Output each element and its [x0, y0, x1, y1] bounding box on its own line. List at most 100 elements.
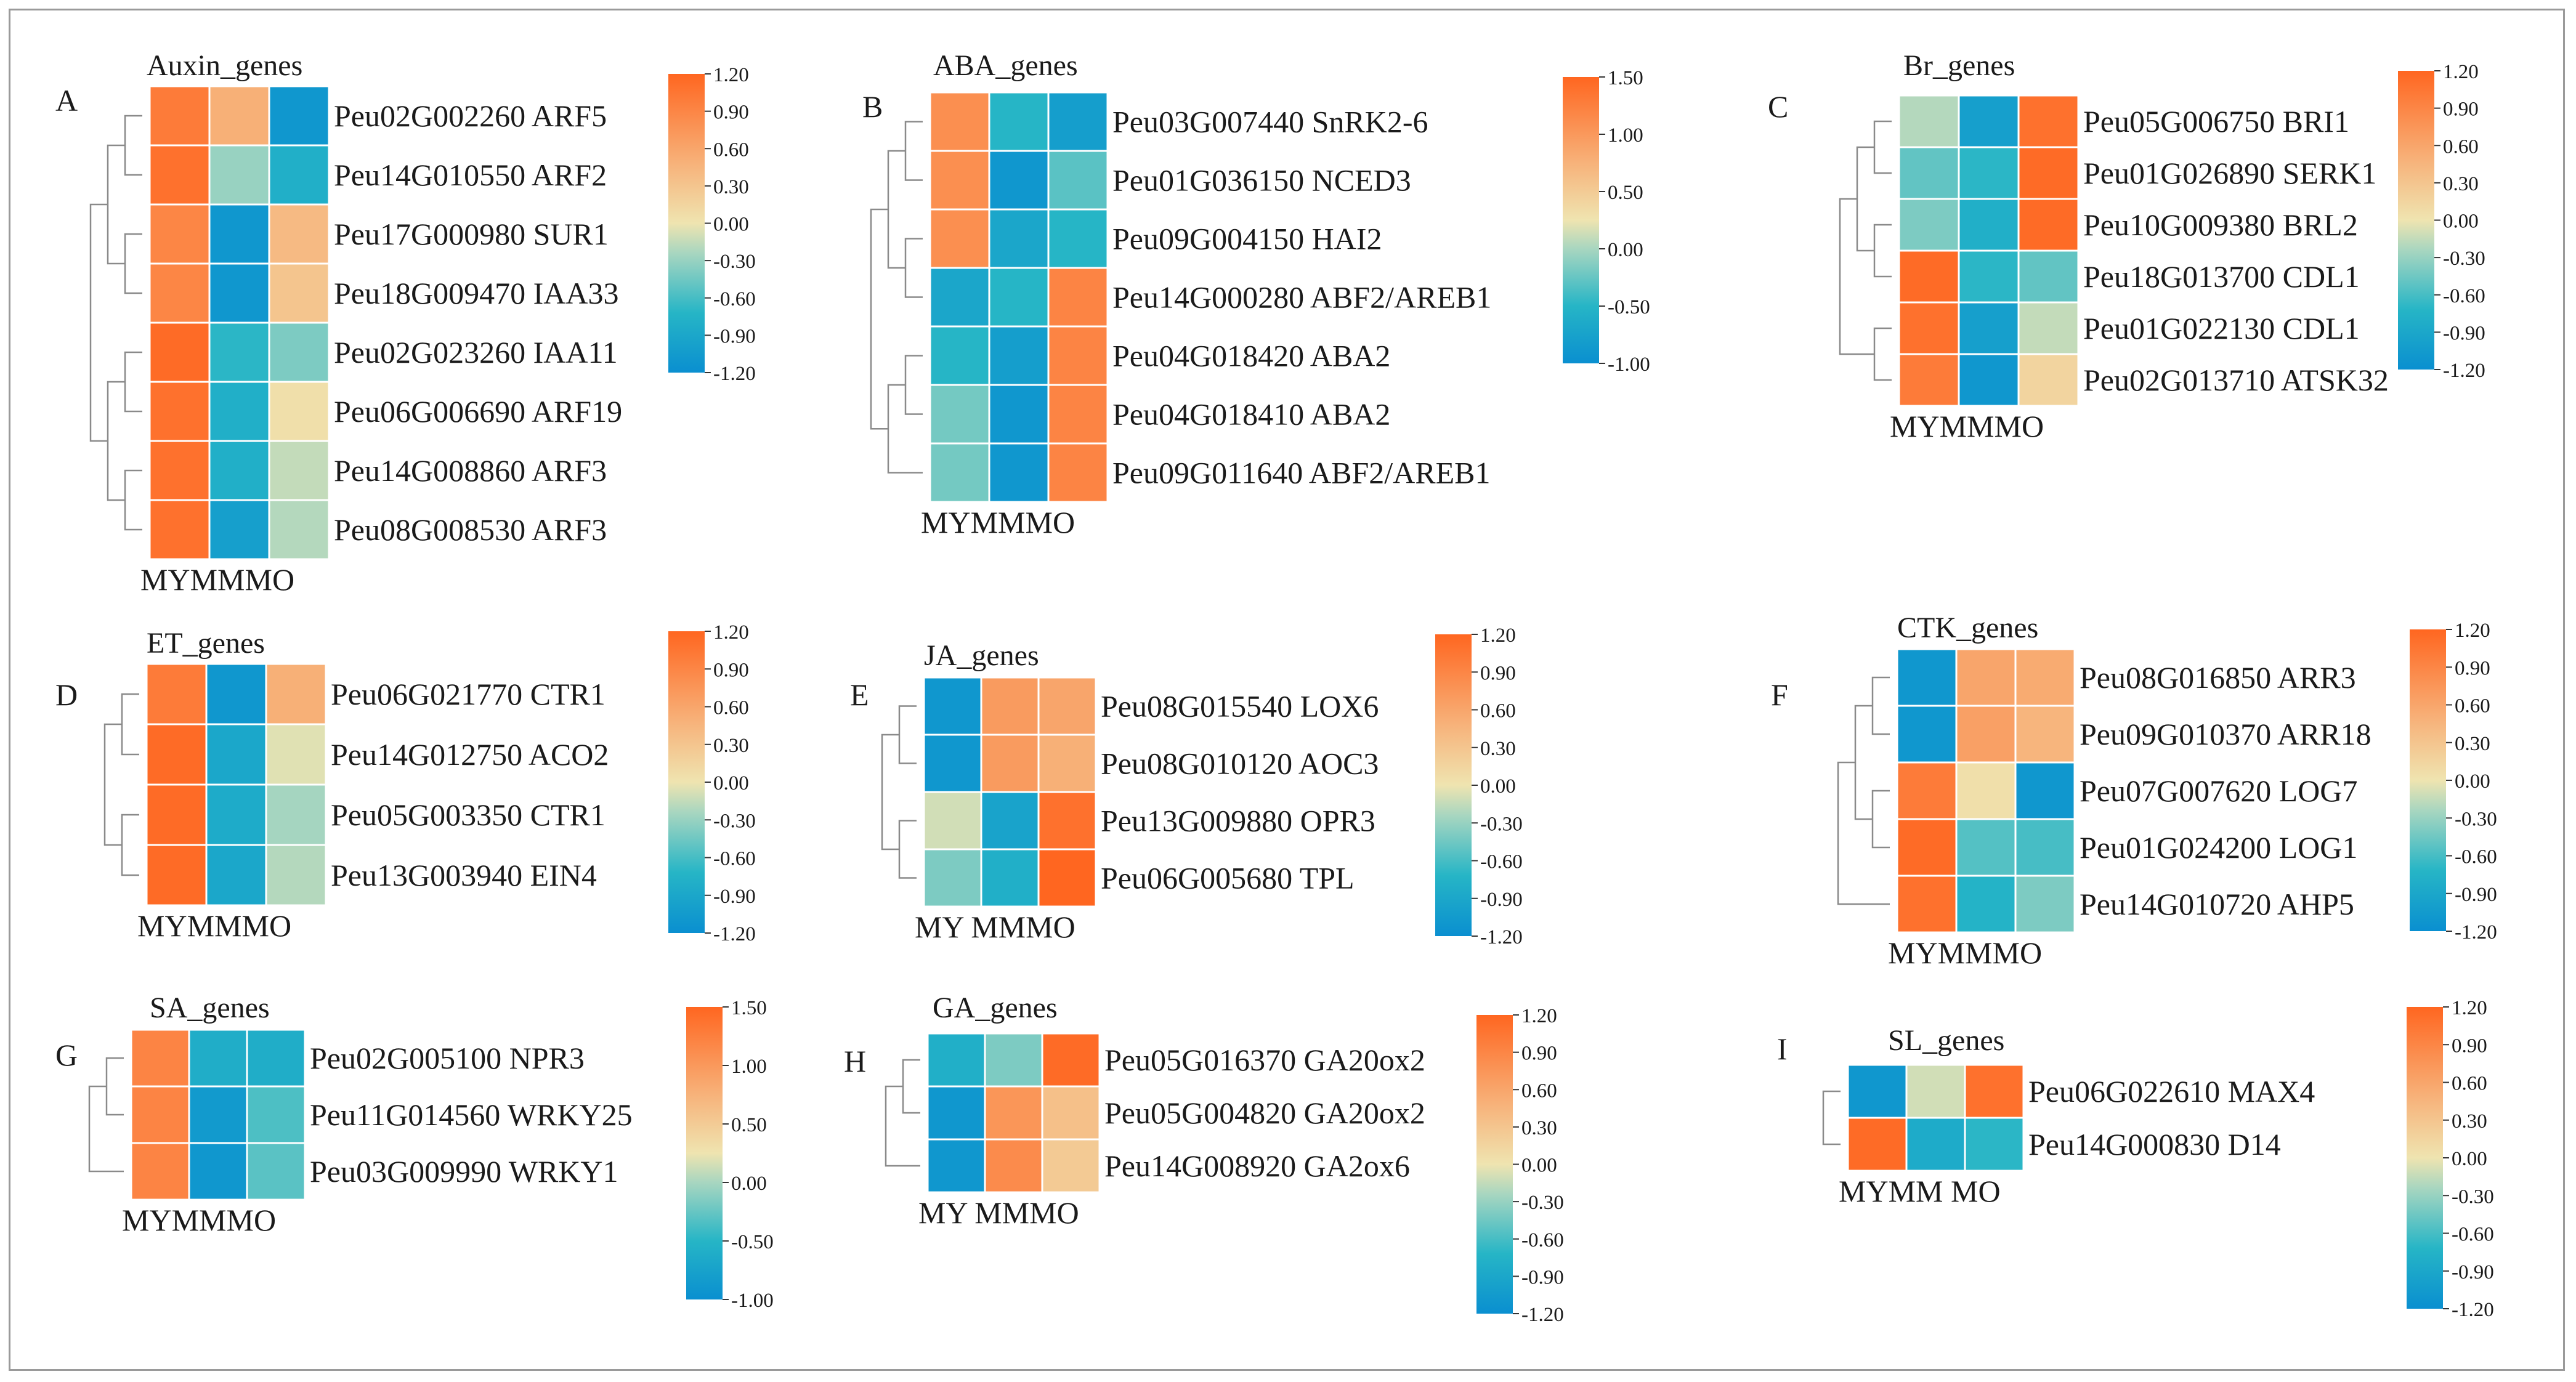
colorbar-tick-label: 0.00 — [1480, 775, 1516, 798]
panel-letter: H — [844, 1044, 866, 1078]
heatmap-cell — [265, 723, 327, 786]
heatmap-cell — [988, 267, 1050, 328]
panel-title: Auxin_genes — [147, 49, 302, 82]
row-label: Peu08G015540 LOX6 — [1101, 689, 1379, 724]
heatmap-cell — [984, 1085, 1043, 1141]
panel-letter: I — [1777, 1032, 1788, 1066]
heatmap-cell — [148, 85, 211, 147]
colorbar-tick-label: 0.60 — [2443, 135, 2479, 158]
panel-i: I SL_genes Peu06G022610 MAX4 Peu14G000830 D… — [1777, 997, 2494, 1321]
heatmap-cell — [980, 733, 1040, 793]
heatmap-cell — [1958, 94, 2020, 148]
heatmap-cell — [268, 499, 330, 560]
heatmap-cell — [1047, 384, 1109, 445]
row-label: Peu02G005100 NPR3 — [310, 1041, 585, 1075]
heatmap-cell — [988, 150, 1050, 211]
colorbar-tick-label: -0.30 — [2455, 808, 2497, 830]
panel-f: F CTK_genes Peu08G016850 ARR3 Peu09G010370 … — [1771, 612, 2497, 970]
heatmap-cell — [929, 384, 990, 445]
heatmap-cell — [1037, 791, 1097, 851]
heatmap-cell — [246, 1085, 306, 1144]
heatmap-cell — [2017, 146, 2080, 200]
dendrogram-branch — [105, 1057, 124, 1116]
heatmap-cell — [1896, 761, 1958, 820]
panel-letter: D — [55, 677, 78, 712]
heatmap-cell — [2017, 353, 2080, 407]
heatmap-cell — [1037, 733, 1097, 793]
heatmap-cell — [208, 203, 270, 265]
heatmap-cell — [265, 663, 327, 725]
heatmap-cell — [1958, 301, 2020, 355]
panel-title: ET_genes — [147, 627, 265, 660]
colorbar-tick-label: 1.20 — [713, 64, 749, 86]
colorbar-tick-label: -0.30 — [713, 810, 756, 832]
colorbar-tick-label: 1.20 — [2452, 997, 2487, 1019]
colorbar-tick-label: -0.90 — [2455, 884, 2497, 906]
heatmap-cell — [130, 1085, 190, 1144]
row-label: Peu08G008530 ARF3 — [334, 512, 607, 547]
heatmap-cell — [923, 848, 982, 908]
colorbar — [668, 74, 705, 373]
colorbar-tick-label: 0.30 — [2443, 173, 2479, 195]
colorbar-tick-label: 0.90 — [713, 102, 749, 124]
panel-a: A Auxin_genes Peu02G002260 ARF5 Peu14G01055… — [55, 49, 756, 597]
colorbar-tick-label: 0.30 — [713, 735, 749, 757]
colorbar-tick-label: 1.50 — [1608, 67, 1643, 89]
colorbar — [1435, 634, 1472, 936]
heatmap-cell — [1898, 94, 1960, 148]
heatmap-cell — [188, 1028, 248, 1088]
colorbar-tick-label: 1.20 — [2455, 620, 2490, 642]
dendrogram-branch — [89, 203, 108, 442]
row-label: Peu01G022130 CDL1 — [2083, 311, 2360, 346]
row-label: Peu05G016370 GA20ox2 — [1104, 1043, 1425, 1077]
heatmap-cell — [1905, 1064, 1966, 1119]
heatmap-cell — [1905, 1117, 1966, 1172]
panel-h: H GA_genes Peu05G016370 GA20ox2 Peu05G00482… — [844, 992, 1564, 1326]
column-labels: MYMM MO — [1839, 1174, 2001, 1208]
heatmap-cell — [268, 85, 330, 147]
row-label: Peu08G016850 ARR3 — [2080, 660, 2356, 695]
heatmap-cell — [1047, 208, 1109, 269]
heatmap-cell — [929, 208, 990, 269]
heatmap-cell — [145, 723, 208, 786]
row-label: Peu14G012750 ACO2 — [331, 737, 609, 772]
dendrogram-branch — [103, 723, 122, 846]
heatmap-cell — [926, 1085, 986, 1141]
heatmap-cell — [148, 262, 211, 324]
row-label: Peu14G010550 ARF2 — [334, 158, 607, 192]
heatmap-cell — [923, 676, 982, 736]
colorbar-tick-label: -0.60 — [2455, 846, 2497, 868]
colorbar — [2407, 1007, 2443, 1309]
heatmap-cell — [1958, 249, 2020, 304]
heatmap-cell — [1047, 325, 1109, 386]
dendrogram-branch — [1871, 676, 1890, 735]
panel-title: CTK_genes — [1897, 612, 2038, 644]
panel-letter: A — [55, 83, 78, 118]
heatmap-cell — [1041, 1032, 1101, 1088]
heatmap-cell — [208, 321, 270, 383]
panel-title: ABA_genes — [933, 49, 1078, 82]
colorbar-tick-label: 0.00 — [731, 1173, 767, 1195]
column-labels: MYMMMO — [1890, 409, 2044, 443]
dendrogram-branch — [107, 144, 125, 265]
panel-d: D ET_genes Peu06G021770 CTR1 Peu14G012750 A… — [55, 621, 756, 945]
colorbar-tick-label: 1.20 — [1521, 1005, 1557, 1027]
colorbar-tick-label: 1.00 — [731, 1056, 767, 1078]
colorbar-tick-label: 0.60 — [713, 139, 749, 161]
heatmap-cell — [2017, 301, 2080, 355]
row-label: Peu09G004150 HAI2 — [1112, 222, 1382, 256]
heatmap-cell — [1955, 761, 2017, 820]
row-label: Peu02G002260 ARF5 — [334, 99, 607, 133]
colorbar-tick-label: 0.90 — [2443, 99, 2479, 121]
heatmap-cell — [1898, 146, 1960, 200]
row-label: Peu01G026890 SERK1 — [2083, 156, 2376, 190]
colorbar-tick-label: 1.20 — [713, 621, 749, 644]
heatmap-cell — [148, 381, 211, 442]
column-labels: MYMMMO — [137, 908, 291, 943]
panel-letter: F — [1771, 677, 1788, 712]
column-labels: MY MMMO — [918, 1195, 1079, 1230]
colorbar — [2410, 629, 2446, 931]
heatmap-cell — [1047, 150, 1109, 211]
colorbar-tick-label: -1.20 — [1521, 1304, 1564, 1326]
